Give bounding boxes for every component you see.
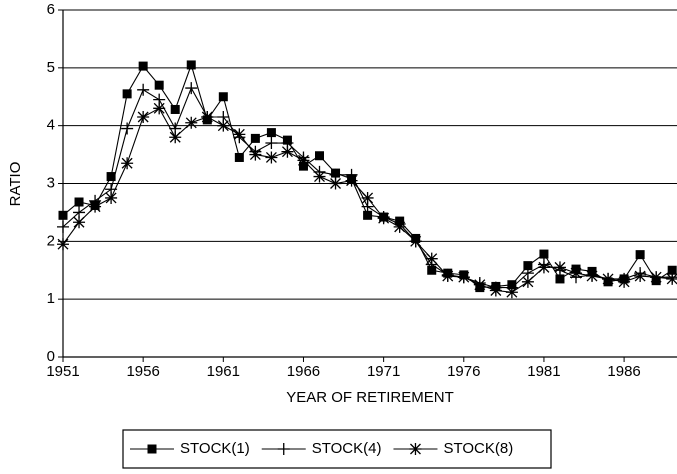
marker <box>634 270 647 283</box>
marker <box>586 270 599 283</box>
marker <box>265 137 278 150</box>
y-tick-label: 0 <box>47 348 55 365</box>
marker <box>281 145 294 158</box>
marker <box>186 60 196 70</box>
marker <box>553 261 566 274</box>
legend-marker <box>147 444 157 454</box>
y-tick-label: 1 <box>47 290 55 307</box>
marker <box>153 102 166 115</box>
marker <box>138 61 148 71</box>
marker <box>473 278 486 291</box>
marker <box>218 92 228 102</box>
marker <box>393 220 406 233</box>
y-tick-label: 6 <box>47 1 55 18</box>
legend-box <box>122 429 552 469</box>
legend-label: STOCK(4) <box>312 440 382 457</box>
marker <box>315 151 325 161</box>
marker <box>170 104 180 114</box>
marker <box>409 235 422 248</box>
marker <box>523 261 533 271</box>
marker <box>266 128 276 138</box>
marker <box>121 122 134 135</box>
marker <box>137 110 150 123</box>
marker <box>185 116 198 129</box>
marker <box>441 270 454 283</box>
marker <box>106 172 116 182</box>
marker <box>122 89 132 99</box>
marker <box>57 220 69 233</box>
marker <box>313 170 326 183</box>
marker <box>57 238 69 251</box>
marker <box>667 265 677 275</box>
series-line <box>62 63 673 289</box>
y-tick-label: 4 <box>47 117 55 134</box>
marker <box>570 267 583 280</box>
marker <box>618 275 631 288</box>
x-tick-label: 1976 <box>447 363 480 380</box>
marker <box>457 271 470 284</box>
marker <box>666 272 677 285</box>
marker <box>555 274 565 284</box>
marker <box>105 191 118 204</box>
marker <box>89 200 102 213</box>
marker <box>185 82 198 95</box>
marker <box>265 151 278 164</box>
marker <box>154 80 164 90</box>
x-tick-label: 1986 <box>607 363 640 380</box>
marker <box>169 131 182 144</box>
marker <box>521 275 534 288</box>
marker <box>297 154 310 167</box>
marker <box>635 250 645 260</box>
legend-marker <box>409 443 422 455</box>
marker <box>217 119 230 132</box>
marker <box>363 210 373 220</box>
marker <box>233 128 246 141</box>
marker <box>234 152 244 162</box>
marker <box>137 83 150 96</box>
marker <box>539 249 549 259</box>
series-line <box>62 86 673 289</box>
x-tick-label: 1981 <box>527 363 560 380</box>
x-tick-label: 1971 <box>367 363 400 380</box>
marker <box>650 271 663 284</box>
x-tick-label: 1961 <box>207 363 240 380</box>
marker <box>249 148 262 161</box>
marker <box>201 110 214 123</box>
y-tick-label: 3 <box>47 174 55 191</box>
y-axis-label: RATIO <box>7 162 24 207</box>
marker <box>489 284 502 297</box>
x-tick-label: 1966 <box>287 363 320 380</box>
marker <box>74 197 84 207</box>
marker <box>602 272 615 285</box>
marker <box>361 191 374 204</box>
legend-label: STOCK(1) <box>180 440 250 457</box>
marker <box>250 133 260 143</box>
x-tick-label: 1956 <box>126 363 159 380</box>
y-tick-label: 5 <box>47 59 55 76</box>
x-tick-label: 1951 <box>46 363 79 380</box>
legend-marker <box>277 443 290 455</box>
legend-label: STOCK(8) <box>443 440 513 457</box>
marker <box>345 174 358 187</box>
marker <box>58 210 68 220</box>
marker <box>537 261 550 274</box>
y-tick-label: 2 <box>47 232 55 249</box>
marker <box>377 212 390 225</box>
marker <box>329 177 342 190</box>
marker <box>425 252 438 265</box>
marker <box>121 157 134 170</box>
x-axis-label: YEAR OF RETIREMENT <box>286 389 454 406</box>
marker <box>505 286 518 299</box>
marker <box>73 216 86 229</box>
